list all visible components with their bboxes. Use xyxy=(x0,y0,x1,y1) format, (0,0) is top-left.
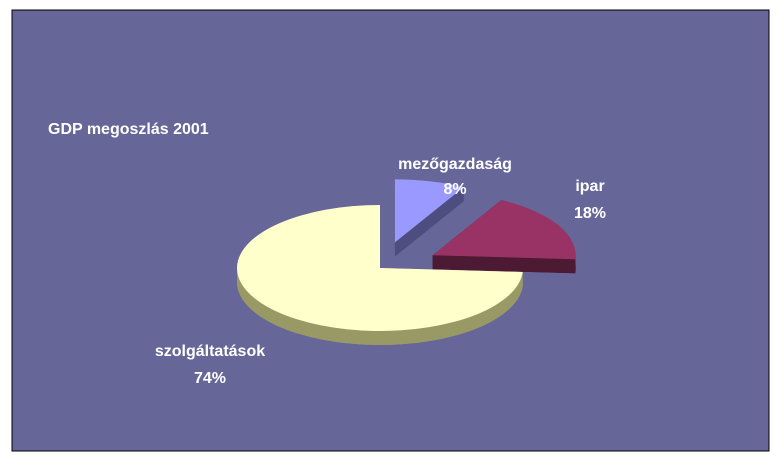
data-label-value: 18% xyxy=(574,205,606,222)
plot-area xyxy=(11,9,770,452)
slice xyxy=(432,200,576,260)
slice-face xyxy=(394,187,464,257)
data-label-name: szolgáltatások xyxy=(155,343,265,360)
slice xyxy=(237,205,523,331)
chart-title: GDP megoszlás 2001 xyxy=(48,121,209,138)
slice-side xyxy=(236,268,523,346)
data-label-value: 8% xyxy=(443,181,466,198)
slice xyxy=(394,179,464,243)
slice-face xyxy=(432,255,576,274)
data-label-value: 74% xyxy=(194,370,226,387)
data-label-name: mezőgazdaság xyxy=(398,156,512,173)
data-label-name: ipar xyxy=(575,178,604,195)
